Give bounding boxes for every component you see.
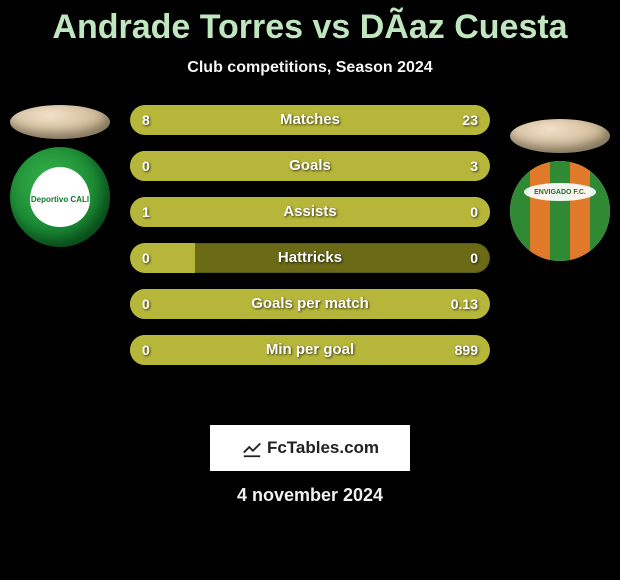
date-text: 4 november 2024 — [0, 485, 620, 506]
club-crest-left: Deportivo CALI — [30, 167, 90, 227]
stat-row-gpm: 0 Goals per match 0.13 — [130, 289, 490, 319]
stat-label: Goals — [130, 151, 490, 181]
player-right: ENVIGADO F.C. — [500, 119, 620, 261]
stat-value-right: 0 — [470, 243, 478, 273]
stat-row-hattricks: 0 Hattricks 0 — [130, 243, 490, 273]
stat-row-goals: 0 Goals 3 — [130, 151, 490, 181]
stat-value-right: 899 — [455, 335, 478, 365]
player-head-right — [510, 119, 610, 153]
stat-value-right: 0.13 — [451, 289, 478, 319]
stat-value-right: 3 — [470, 151, 478, 181]
stat-label: Assists — [130, 197, 490, 227]
stat-bars: 8 Matches 23 0 Goals 3 1 Assists 0 0 Hat… — [130, 105, 490, 365]
stat-row-mpg: 0 Min per goal 899 — [130, 335, 490, 365]
stat-label: Goals per match — [130, 289, 490, 319]
brand-badge: FcTables.com — [210, 425, 410, 471]
stat-label: Matches — [130, 105, 490, 135]
comparison-arena: Deportivo CALI ENVIGADO F.C. 8 Matches 2… — [0, 105, 620, 405]
stat-row-assists: 1 Assists 0 — [130, 197, 490, 227]
player-left: Deportivo CALI — [0, 105, 120, 247]
comparison-title: Andrade Torres vs DÃ­az Cuesta — [0, 0, 620, 47]
club-crest-right: ENVIGADO F.C. — [524, 183, 596, 201]
brand-chart-icon — [241, 437, 263, 459]
club-shirt-left: Deportivo CALI — [10, 147, 110, 247]
comparison-subtitle: Club competitions, Season 2024 — [0, 59, 620, 77]
brand-text: FcTables.com — [267, 438, 379, 458]
stat-row-matches: 8 Matches 23 — [130, 105, 490, 135]
stat-value-right: 0 — [470, 197, 478, 227]
player-head-left — [10, 105, 110, 139]
club-shirt-right: ENVIGADO F.C. — [510, 161, 610, 261]
stat-label: Hattricks — [130, 243, 490, 273]
stat-value-right: 23 — [462, 105, 478, 135]
shirt-stripes — [510, 161, 610, 261]
stat-label: Min per goal — [130, 335, 490, 365]
